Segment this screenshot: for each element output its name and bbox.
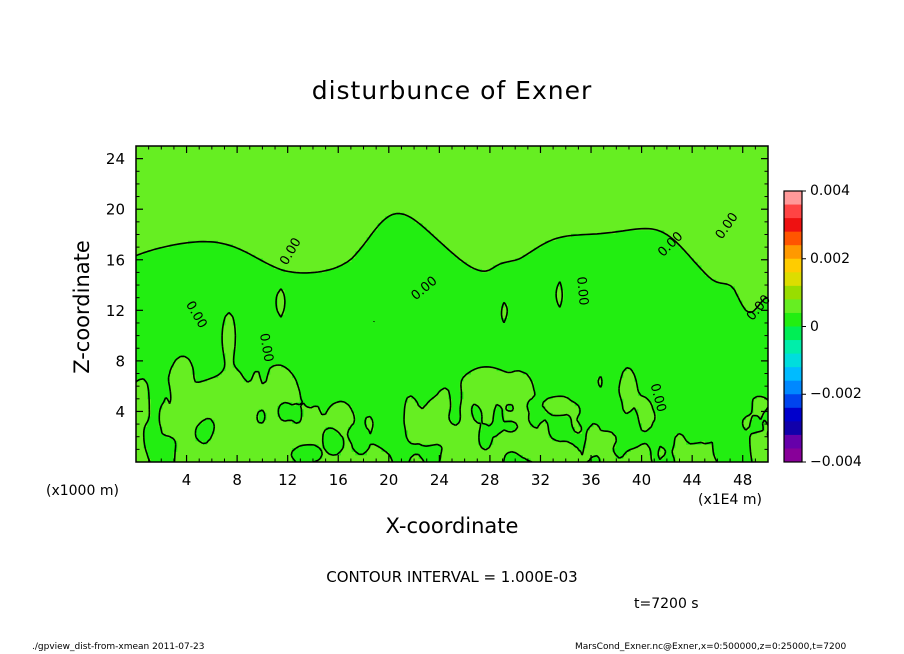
colorbar-tick-label: 0.002 xyxy=(810,250,851,267)
colorbar-swatch xyxy=(784,326,802,341)
colorbar-swatch xyxy=(784,367,802,382)
contour-interval: CONTOUR INTERVAL = 1.000E-03 xyxy=(326,568,578,586)
x-tick-label: 4 xyxy=(182,471,192,489)
x-tick-label: 40 xyxy=(632,471,651,489)
x-unit-right: (x1E4 m) xyxy=(698,492,762,508)
y-axis-label: Z-coordinate xyxy=(70,240,94,374)
colorbar-swatch xyxy=(784,394,802,409)
colorbar xyxy=(783,190,806,463)
colorbar-swatch xyxy=(784,204,802,219)
contour-lines xyxy=(136,212,768,462)
footer-right: MarsCond_Exner.nc@Exner,x=0:500000,z=0:2… xyxy=(575,642,847,652)
colorbar-swatch xyxy=(784,421,802,436)
x-tick-label: 48 xyxy=(733,471,752,489)
colorbar-swatch xyxy=(784,258,802,273)
x-tick-label: 36 xyxy=(581,471,600,489)
colorbar-swatch xyxy=(784,191,802,206)
colorbar-swatch xyxy=(784,380,802,395)
zero-contour xyxy=(136,212,768,462)
x-tick-label: 44 xyxy=(683,471,702,489)
colorbar-tick-label: 0 xyxy=(810,318,819,335)
colorbar-swatch xyxy=(784,312,802,327)
y-tick-label: 8 xyxy=(115,352,125,370)
colorbar-swatch xyxy=(784,218,802,233)
y-ticks: 4 8 12 16 20 24 xyxy=(106,150,768,450)
colorbar-swatch xyxy=(784,272,802,287)
field-fill xyxy=(136,212,768,462)
colorbar-swatch xyxy=(784,407,802,422)
colorbar-tick-label: 0.004 xyxy=(810,183,851,199)
y-tick-label: 4 xyxy=(115,403,125,421)
negative-region xyxy=(136,212,768,462)
x-tick-label: 24 xyxy=(430,471,449,489)
contour-label: 0.00 xyxy=(256,332,276,363)
colorbar-swatch xyxy=(784,299,802,314)
colorbar-swatch xyxy=(784,448,802,463)
x-tick-label: 28 xyxy=(480,471,499,489)
contour-label: 0.00 xyxy=(647,382,669,414)
x-unit-left: (x1000 m) xyxy=(46,483,119,499)
colorbar-tick-label: −0.004 xyxy=(810,454,862,470)
y-tick-label: 12 xyxy=(106,302,125,320)
colorbar-swatch xyxy=(784,434,802,449)
colorbar-swatch xyxy=(784,353,802,368)
contour-label: 0.00 xyxy=(573,276,590,306)
x-tick-label: 32 xyxy=(531,471,550,489)
x-axis-label: X-coordinate xyxy=(385,514,519,538)
x-tick-label: 16 xyxy=(329,471,348,489)
colorbar-swatch xyxy=(784,285,802,300)
footer-left: ./gpview_dist-from-xmean 2011-07-23 xyxy=(32,642,205,652)
colorbar-tick-label: −0.002 xyxy=(810,386,862,403)
y-tick-label: 24 xyxy=(106,150,125,168)
x-tick-label: 20 xyxy=(379,471,398,489)
time-label: t=7200 s xyxy=(634,596,699,612)
x-ticks: 4 8 12 16 20 24 28 32 36 40 44 48 xyxy=(148,146,756,489)
y-tick-label: 20 xyxy=(106,201,125,219)
colorbar-swatch xyxy=(784,340,802,355)
colorbar-swatch xyxy=(784,245,802,260)
y-tick-label: 16 xyxy=(106,251,125,269)
x-tick-label: 12 xyxy=(278,471,297,489)
colorbar-swatch xyxy=(784,231,802,246)
x-tick-label: 8 xyxy=(232,471,242,489)
chart-title: disturbunce of Exner xyxy=(311,76,593,105)
